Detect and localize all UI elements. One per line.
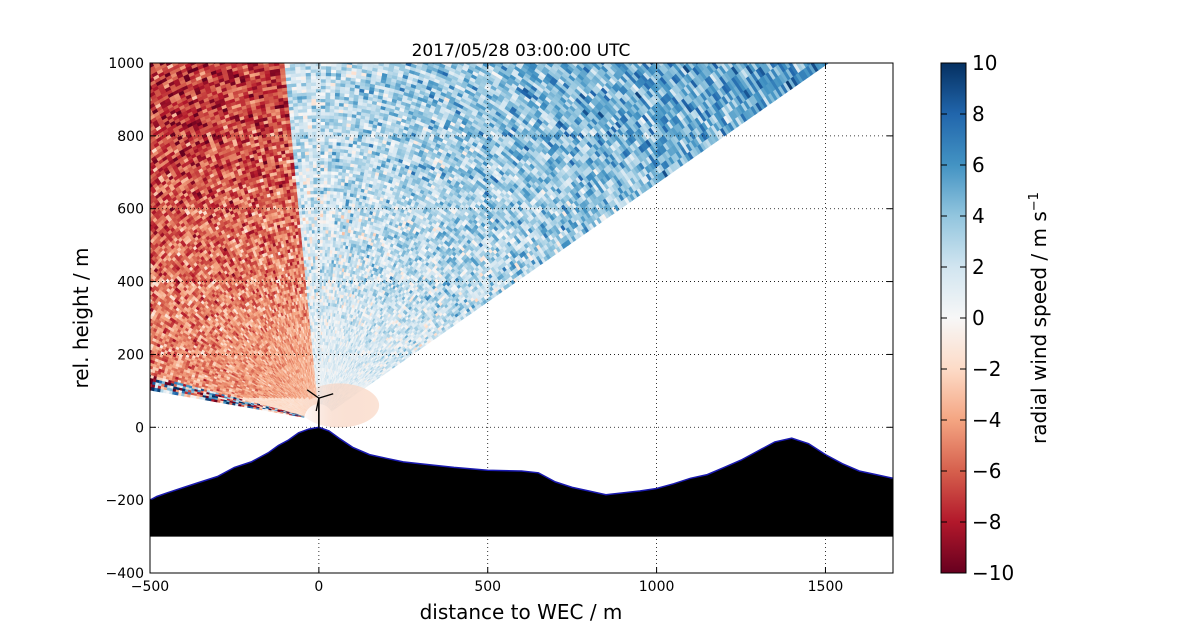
scan-cell [750, 63, 759, 71]
scan-cell [765, 63, 774, 71]
scan-cell [706, 54, 714, 63]
scan-cell [802, 63, 809, 68]
scan-cell [639, 54, 646, 62]
scan-cell [694, 54, 702, 63]
scan-cell [723, 63, 724, 64]
scan-cell [777, 63, 787, 73]
scan-cell [773, 63, 779, 67]
scan-cell [795, 63, 796, 64]
scan-cell [810, 63, 819, 73]
scan-cell [734, 63, 737, 65]
scan-cell [806, 63, 812, 66]
scan-cell [810, 63, 812, 64]
lidar-scan [150, 51, 830, 428]
scan-cell [630, 53, 637, 61]
scan-cell [828, 63, 830, 64]
scan-cell [733, 52, 741, 61]
scan-cell [760, 53, 768, 63]
scan-cell [792, 63, 802, 74]
scan-cell [808, 51, 816, 61]
scan-cell [674, 63, 676, 64]
scan-cell [682, 54, 690, 62]
scan-cell [660, 53, 668, 61]
scan-cell [795, 63, 804, 72]
scan-cell [813, 63, 822, 71]
scan-cell [788, 63, 794, 67]
scan-cell [780, 63, 789, 71]
scan-cell [757, 63, 764, 67]
scan-cell [762, 63, 772, 73]
scan-cell [750, 63, 751, 64]
scan-cell [747, 63, 757, 73]
scan-cell [649, 55, 656, 63]
scan-cell [662, 63, 665, 65]
scan-cell [775, 53, 783, 63]
plot-area: −500 0 500 1000 1500 −400−200020040060080010… [106, 51, 894, 595]
